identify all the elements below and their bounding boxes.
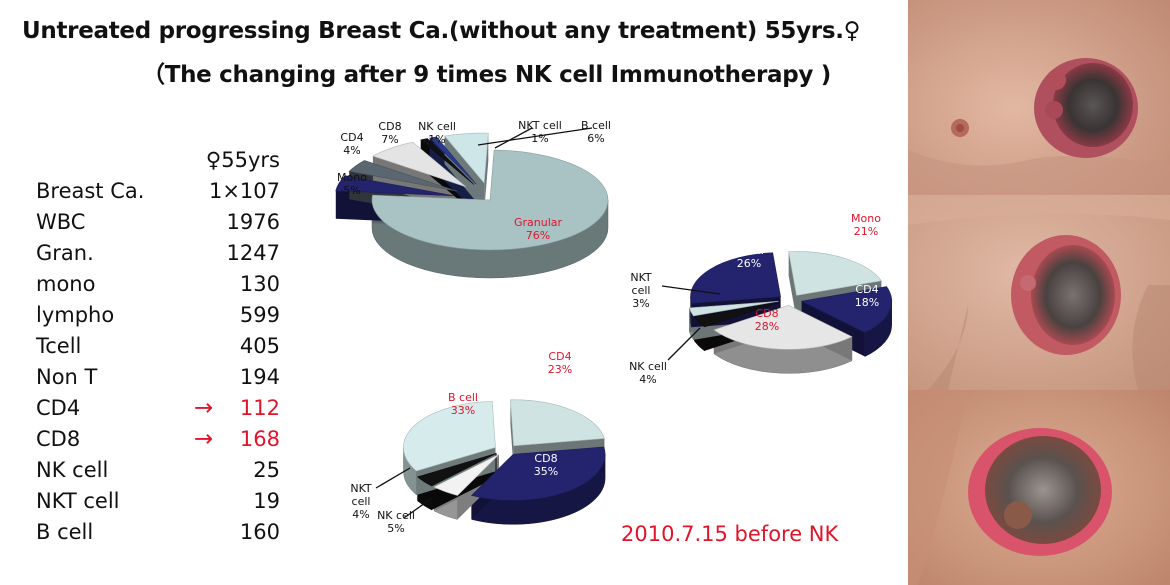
row-label: CD8 (36, 427, 81, 451)
pie-chart-2: Mono 21% CD4 18% CD8 28% NK cell 4% NKT cell 3% B c… (629, 212, 892, 386)
slice-label: NKT cell 4% (350, 482, 372, 521)
pie-slice-edge (484, 133, 489, 212)
row-value: 1×107 (208, 179, 280, 203)
pie-slice-cd4 (800, 286, 892, 333)
leader-line (403, 497, 433, 519)
pie-slice-edge (444, 135, 485, 212)
pie-slice-edge (788, 251, 797, 320)
pie-slice-nkt-cell (416, 453, 497, 487)
row-label: Gran. (36, 241, 94, 265)
arrow-icon: → (194, 395, 214, 421)
pie-slice-nk-cell (693, 302, 780, 328)
slice-label: B cell 26% (734, 244, 764, 270)
leader-line (375, 467, 411, 489)
photo-column (908, 0, 1170, 585)
title-line-1: Untreated progressing Breast Ca.(without… (22, 18, 861, 44)
leader-line (494, 127, 533, 149)
pie-slice-mono (335, 175, 454, 196)
row-label: B cell (36, 520, 94, 544)
breast-photo-bottom (908, 390, 1170, 585)
table-row: CD4 → 112 (36, 395, 286, 427)
row-value: 194 (239, 365, 280, 389)
pie-slice-nk-cell (433, 454, 500, 496)
pie-chart-3: CD4 23% CD8 35% NK cell 5%NKT cell 4% B cell 33% (350, 350, 606, 535)
row-label: NKT cell (36, 489, 120, 513)
row-value: 25 (253, 458, 280, 482)
pie-slice-cd8 (372, 141, 467, 188)
table-row: Tcell 405 (36, 334, 286, 365)
row-label: NK cell (36, 458, 109, 482)
slice-label: NKT cell 3% (630, 271, 652, 310)
pie-slice-mono (788, 251, 882, 296)
row-value: 112 (239, 396, 280, 420)
slice-label: Mono 21% (851, 212, 881, 238)
pie-slice-cd4 (348, 160, 458, 192)
breast-photo-middle (908, 195, 1170, 390)
row-label: CD4 (36, 396, 81, 420)
slice-label: CD8 28% (755, 307, 779, 333)
table-header: ♀55yrs (36, 148, 286, 179)
table-header-age: ♀55yrs (205, 148, 280, 172)
row-value: 19 (253, 489, 280, 513)
pie-slice-edge (510, 399, 514, 470)
row-label: WBC (36, 210, 86, 234)
table-row: NK cell 25 (36, 458, 286, 489)
slice-label: CD8 7% (378, 120, 401, 146)
slice-label: CD4 18% (855, 283, 879, 309)
pie-chart-1: Granular 76% Mono 5% CD4 4% CD8 7% NK cell 1% NKT … (335, 119, 611, 279)
table-row: WBC 1976 (36, 210, 286, 241)
row-label: Breast Ca. (36, 179, 145, 203)
slice-label: NK cell 5% (377, 509, 415, 535)
pie-slice-nk-cell (420, 138, 475, 185)
row-value: 599 (239, 303, 280, 327)
row-value: 130 (239, 272, 280, 296)
pie-slice-nkt-cell (429, 136, 477, 185)
breast-photo-top (908, 0, 1170, 195)
pie-slice-nkt-cell (688, 301, 779, 317)
slice-label: Granular 76% (514, 216, 563, 242)
table-row: Gran. 1247 (36, 241, 286, 272)
slice-label: Mono 5% (337, 171, 367, 197)
row-value: 1976 (226, 210, 280, 234)
row-value: 1247 (226, 241, 280, 265)
row-value: 160 (239, 520, 280, 544)
table-row: NKT cell 19 (36, 489, 286, 520)
table-row: B cell 160 (36, 520, 286, 551)
slice-label: NK cell 1% (418, 120, 456, 146)
table-row: CD8 → 168 (36, 426, 286, 458)
slice-label: CD4 23% (548, 350, 572, 376)
pie-slice-cd4 (510, 399, 605, 447)
table-row: Non T 194 (36, 365, 286, 396)
row-label: lympho (36, 303, 115, 327)
row-label: mono (36, 272, 96, 296)
slice-label: B cell 33% (448, 391, 478, 417)
row-value: 405 (239, 334, 280, 358)
arrow-icon: → (194, 426, 214, 452)
title-line-2: （The changing after 9 times NK cell Immu… (142, 62, 832, 88)
pie-slice-granular (371, 149, 609, 251)
leader-line (477, 127, 593, 146)
leader-line (667, 327, 701, 361)
pie-slice-b-cell (690, 252, 781, 304)
pie-slice-cd8 (713, 305, 853, 350)
slice-label: NK cell 4% (629, 360, 667, 386)
leader-line (661, 285, 721, 295)
pie-slice-cd8 (471, 446, 606, 501)
pie-slice-b-cell (444, 132, 489, 184)
pie-slice-b-cell (403, 401, 496, 472)
table-row: lympho 599 (36, 303, 286, 334)
slice-label: CD4 4% (340, 131, 363, 157)
table-row: Breast Ca. 1×107 (36, 179, 286, 210)
date-label: 2010.7.15 before NK (621, 522, 839, 546)
row-label: Tcell (36, 334, 82, 358)
blood-count-table: ♀55yrs Breast Ca. 1×107 WBC 1976 Gran. 1247 mo… (36, 148, 286, 551)
slice-label: NKT cell 1% (518, 119, 562, 145)
slice-label: B cell 6% (581, 119, 611, 145)
slice-label: CD8 35% (534, 452, 558, 478)
row-value: 168 (239, 427, 280, 451)
table-row: mono 130 (36, 272, 286, 303)
row-label: Non T (36, 365, 98, 389)
